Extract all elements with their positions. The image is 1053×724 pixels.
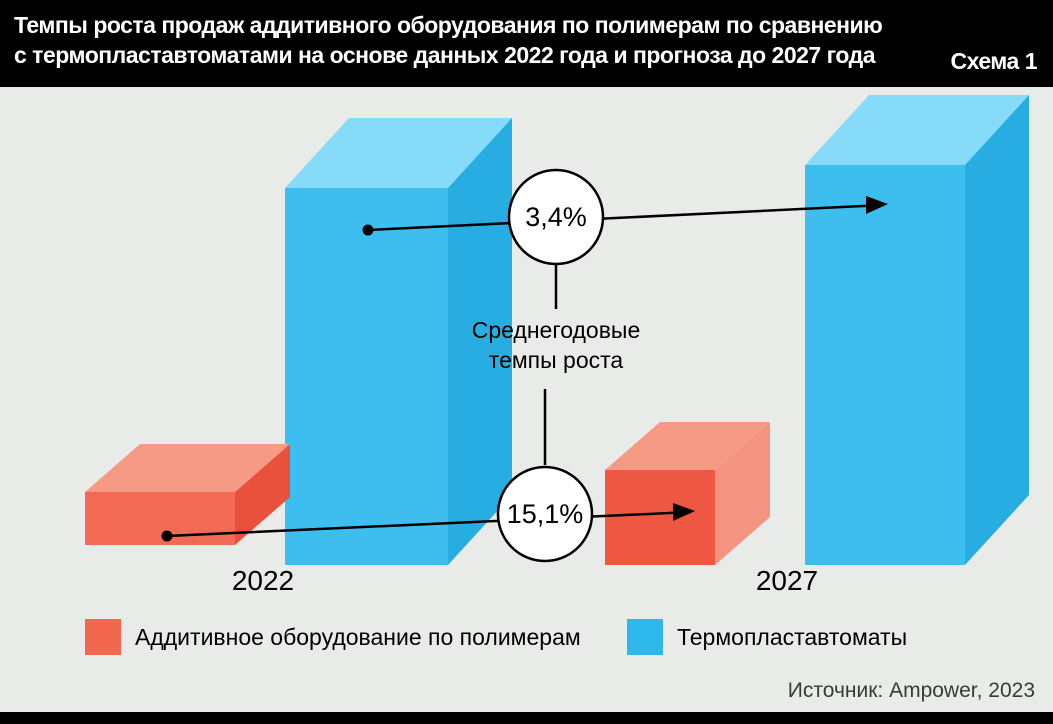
legend-swatch-thermoplast-rect (627, 619, 663, 655)
bar-additive-2027-side (715, 422, 770, 565)
chart-title: Темпы роста продаж аддитивного оборудова… (14, 10, 883, 71)
growth-label-thermoplast: 3,4% (525, 202, 587, 232)
legend-label-thermoplast: Термопластавтоматы (677, 623, 908, 650)
annotation-cagr: Среднегодовые темпы роста (471, 317, 641, 374)
chart-title-line1: Темпы роста продаж аддитивного оборудова… (14, 12, 883, 38)
chart-canvas (85, 95, 1029, 565)
category-label-2022: 2022 (231, 565, 295, 596)
bar-additive-2022-side (235, 444, 290, 545)
scheme-label: Схема 1 (950, 48, 1037, 74)
bar-thermoplast-2027-front (805, 165, 965, 565)
growth-badge-circle-additive (496, 465, 594, 563)
bar-thermoplast-2022-side (448, 118, 512, 565)
chart-title-line2: с термопластавтоматами на основе данных … (14, 42, 876, 69)
growth-badge-circle-thermoplast (507, 168, 605, 266)
legend-label-additive: Аддитивное оборудование по полимерам (135, 623, 581, 650)
arrowhead-additive-icon (673, 503, 695, 521)
header-bar: Темпы роста продаж аддитивного оборудова… (0, 0, 1053, 87)
arrowhead-thermoplast-icon (866, 196, 888, 214)
arrow-origin-dot-additive (161, 530, 173, 542)
bar-additive-2022-top (85, 444, 290, 492)
growth-arrow-additive (166, 510, 692, 538)
legend-swatch-additive-rect (85, 619, 121, 655)
bottom-black-bar (0, 712, 1053, 724)
chart-area: 3,4% 15,1% Среднегодовые темпы роста 202… (0, 87, 1053, 712)
arrow-origin-dot-thermoplast (362, 224, 374, 236)
source-credit: Источник: Ampower, 2023 (787, 679, 1035, 702)
legend-item-thermoplast: Термопластавтоматы (627, 619, 907, 655)
growth-arrow-thermoplast (367, 203, 885, 232)
legend-swatch-thermoplast-icon (627, 619, 663, 655)
bar-thermoplast-2027-top (805, 95, 1029, 165)
bar-thermoplast-2022-front (285, 188, 448, 565)
bar-thermoplast-2022-top (285, 118, 512, 188)
category-label-2027: 2027 (755, 565, 819, 596)
bar-additive-2027-front (605, 470, 715, 565)
legend-item-additive: Аддитивное оборудование по полимерам (85, 619, 581, 655)
bar-thermoplast-2027-side (965, 95, 1029, 565)
growth-label-additive: 15,1% (506, 499, 584, 529)
legend-swatch-additive-icon (85, 619, 121, 655)
bar-additive-2022-front (85, 492, 235, 545)
